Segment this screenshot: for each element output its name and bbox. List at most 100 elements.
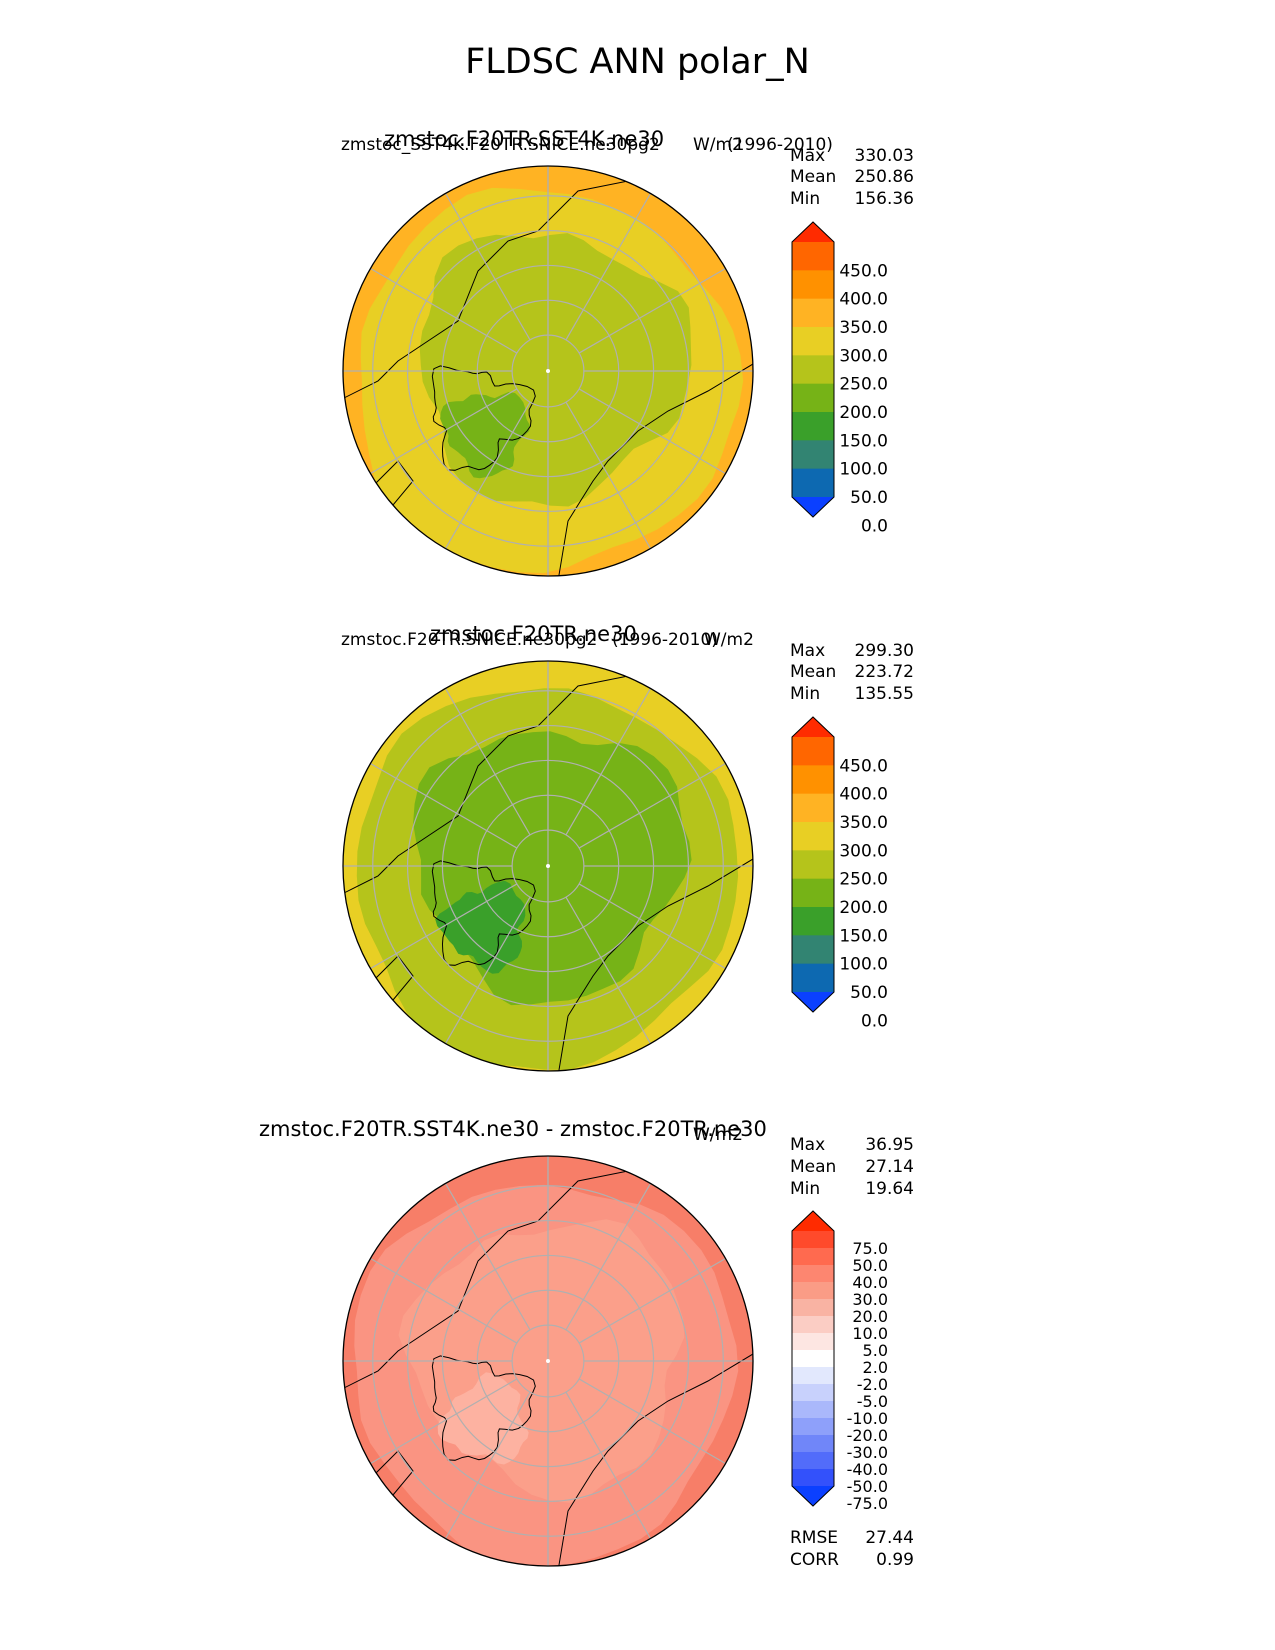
- colorbar-segment: [792, 242, 834, 271]
- map-boundary: [342, 165, 754, 577]
- greenland-coast: [431, 1355, 536, 1461]
- map-field-3: [343, 1156, 753, 1566]
- colorbar-tick-label: 150.0: [839, 926, 888, 946]
- colorbar-outline: [791, 1210, 835, 1507]
- graticule: [343, 661, 753, 1071]
- north-pole-dot: [546, 864, 550, 868]
- panel3-rmse-label: RMSE: [790, 1528, 839, 1548]
- panel1-min-label: Min: [790, 189, 821, 209]
- colorbar-tick-label: 450.0: [839, 261, 888, 281]
- colorbar-tick-label: 150.0: [839, 431, 888, 451]
- panel2-min-label: Min: [790, 684, 821, 704]
- colorbar-segment: [792, 1350, 834, 1368]
- meridian-line: [444, 1391, 531, 1539]
- field-greenland-core: [435, 880, 526, 974]
- panel2-max-value: 299.30: [854, 641, 914, 661]
- field-greenland-core: [437, 1372, 529, 1465]
- colorbar-tick-label: 250.0: [839, 375, 888, 395]
- panel1-units: W/m2: [693, 135, 743, 155]
- colorbar-tick-label: -75.0: [847, 1494, 888, 1513]
- north-pole-dot: [546, 369, 550, 373]
- north-america-coast: [343, 1170, 679, 1392]
- meridian-line: [565, 1391, 652, 1539]
- meridian-line: [578, 762, 726, 849]
- colorbar-outline: [791, 221, 835, 518]
- colorbar-tick-label: 350.0: [839, 318, 888, 338]
- panel1-subtitle-left: zmstoc_SST4K.F20TR.SNICE.ne30pg2: [341, 135, 660, 155]
- panel1-subtitle-right: (1996-2010): [727, 135, 833, 155]
- colorbar-tick-label: 400.0: [839, 290, 888, 310]
- panel1-title: zmstoc.F20TR.SST4K.ne30: [384, 127, 665, 151]
- colorbar-extend-max: [792, 222, 834, 242]
- meridian-line: [565, 896, 652, 1044]
- colorbar-segment: [792, 1265, 834, 1283]
- meridian-line: [565, 401, 652, 549]
- panel2-mean-value: 223.72: [854, 662, 914, 682]
- colorbar-tick-label: 5.0: [863, 1341, 888, 1360]
- colorbar-tick-label: 50.0: [850, 488, 888, 508]
- panel3-units: W/m2: [693, 1125, 743, 1145]
- colorbar-segment: [792, 440, 834, 470]
- panel3-mean-label: Mean: [790, 1157, 837, 1177]
- colorbar-segment: [792, 298, 834, 328]
- colorbar-segment: [792, 1435, 834, 1453]
- panel2-subtitle-left: zmstoc.F20TR.SNICE.ne30pg2: [341, 630, 598, 650]
- panel1-mean-value: 250.86: [854, 167, 914, 187]
- hudson-coast: [367, 955, 414, 1007]
- colorbar-tick-label: 100.0: [839, 955, 888, 975]
- colorbar-segment: [792, 1248, 834, 1266]
- colorbar-segment: [792, 935, 834, 965]
- colorbar-segment: [792, 963, 834, 993]
- meridian-line: [370, 388, 518, 475]
- greenland-coast: [431, 860, 536, 966]
- colorbar-tick-label: 10.0: [852, 1324, 888, 1343]
- panel3-min-value: 19.64: [865, 1179, 914, 1199]
- colorbar-tick-label: 300.0: [839, 841, 888, 861]
- panel2-mean-label: Mean: [790, 662, 837, 682]
- panel1-max-value: 330.03: [854, 146, 914, 166]
- colorbar-segment: [792, 737, 834, 766]
- colorbar-tick-label: 100.0: [839, 460, 888, 480]
- panel1-max-label: Max: [790, 146, 826, 166]
- colorbar-segment: [792, 1469, 834, 1487]
- meridian-line: [565, 193, 652, 341]
- colorbar-segment: [792, 1367, 834, 1385]
- colorbar-segment: [792, 1231, 834, 1249]
- panel1-min-value: 156.36: [854, 189, 914, 209]
- panel3-corr-label: CORR: [790, 1550, 839, 1570]
- colorbar-tick-label: 50.0: [852, 1256, 888, 1275]
- colorbar-segment: [792, 1282, 834, 1300]
- colorbar-tick-label: 300.0: [839, 346, 888, 366]
- hudson-coast: [367, 460, 414, 512]
- field-greenland-core: [440, 392, 530, 479]
- colorbar-segment: [792, 765, 834, 795]
- colorbar-3: 75.050.040.030.020.010.05.02.0-2.0-5.0-1…: [791, 1210, 888, 1513]
- colorbar-tick-label: 0.0: [861, 1011, 888, 1031]
- panel3-mean-value: 27.14: [865, 1157, 914, 1177]
- colorbar-tick-label: 400.0: [839, 785, 888, 805]
- colorbar-tick-label: 50.0: [850, 983, 888, 1003]
- north-pole-dot: [546, 1359, 550, 1363]
- colorbar-extend-max: [792, 717, 834, 737]
- meridian-line: [578, 883, 726, 970]
- meridian-line: [578, 1378, 726, 1465]
- map-boundary: [342, 660, 754, 1072]
- panel3-rmse-value: 27.44: [865, 1528, 914, 1548]
- colorbar-2: 450.0 400.0 350.0 300.0 250.0 200.0 150.0 100.0…: [791, 716, 888, 1031]
- panel3-corr-value: 0.99: [876, 1550, 914, 1570]
- meridian-line: [444, 193, 531, 341]
- hudson-coast: [367, 1450, 414, 1502]
- map-panel-3: [342, 1155, 754, 1567]
- colorbar-segment: [792, 1452, 834, 1470]
- colorbar-tick-label: 350.0: [839, 813, 888, 833]
- colorbar-extend-min: [792, 992, 834, 1012]
- colorbar-segment: [792, 270, 834, 300]
- colorbar-segment: [792, 850, 834, 880]
- colorbar-segment: [792, 1333, 834, 1351]
- panel2-title: zmstoc.F20TR.ne30: [430, 622, 637, 646]
- map-field-2: [343, 661, 753, 1071]
- colorbar-extend-max: [792, 1211, 834, 1231]
- colorbar-tick-label: 40.0: [852, 1273, 888, 1292]
- colorbar-tick-label: -2.0: [857, 1375, 888, 1394]
